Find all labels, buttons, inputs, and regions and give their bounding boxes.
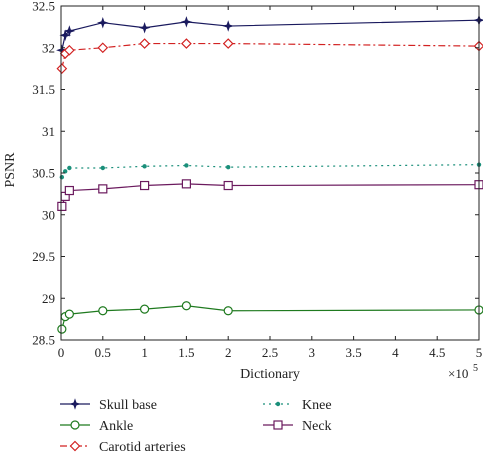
data-point <box>97 42 109 54</box>
legend-marker <box>275 401 281 407</box>
data-point <box>67 165 72 171</box>
data-point <box>56 63 68 74</box>
series-line <box>61 183 480 207</box>
data-point <box>139 38 150 49</box>
legend-label: Knee <box>302 398 332 413</box>
data-point <box>100 165 106 171</box>
data-point <box>57 201 67 211</box>
x-tick-label: 3.5 <box>345 345 361 360</box>
data-point <box>64 44 75 56</box>
y-tick-label: 29 <box>42 291 55 306</box>
legend-marker <box>69 398 81 410</box>
legend-label: Neck <box>302 419 332 434</box>
axes: 0 0.5 1 1.5 2 2.5 3 3.5 4 4.5 5 28.5 29 29.5 30 30.5 31 3… <box>32 0 482 360</box>
y-tick-label: 30.5 <box>32 166 55 181</box>
legend-marker <box>273 420 283 430</box>
data-point <box>223 306 233 316</box>
data-point <box>59 174 65 180</box>
data-point <box>223 180 233 191</box>
x-axis-multiplier: ×10 5 <box>448 363 478 381</box>
x-tick-label: 5 <box>476 345 483 360</box>
data-point <box>140 180 150 191</box>
legend-label: Carotid arteries <box>99 440 186 455</box>
legend-marker <box>70 420 80 430</box>
x-tick-label: 3 <box>309 345 316 360</box>
data-point <box>222 20 234 32</box>
series-ankle <box>57 301 483 334</box>
y-axis-label: PSNR <box>3 152 18 188</box>
data-point <box>140 304 150 314</box>
series-carotid-arteries <box>56 38 483 74</box>
x-tick-label: 0 <box>58 345 65 360</box>
y-tick-label: 30 <box>42 207 55 222</box>
data-point <box>180 16 193 28</box>
data-point <box>64 185 74 196</box>
data-point <box>63 25 76 37</box>
data-point <box>62 169 68 174</box>
series-line <box>61 42 480 69</box>
series-knee <box>59 162 482 180</box>
data-point <box>98 306 108 316</box>
plot-area <box>56 14 483 334</box>
data-point <box>181 179 191 189</box>
data-point <box>181 301 191 311</box>
data-point <box>57 324 67 334</box>
y-tick-label: 32 <box>42 40 55 55</box>
series-line <box>61 164 480 178</box>
x-multiplier-base: ×10 <box>448 366 468 381</box>
x-axis-label: Dictionary <box>240 367 300 382</box>
x-tick-label: 2.5 <box>262 345 278 360</box>
x-tick-label: 1.5 <box>178 345 194 360</box>
plot-frame <box>60 5 480 341</box>
series-neck <box>57 179 483 211</box>
legend-label: Skull base <box>99 398 157 413</box>
data-point <box>222 38 234 49</box>
legend-entry: Carotid arteries <box>60 440 186 455</box>
x-tick-label: 2 <box>225 345 232 360</box>
legend-marker <box>69 440 81 452</box>
legend-entry: Skull base <box>60 398 157 413</box>
series-line <box>61 305 480 330</box>
data-point <box>226 164 231 170</box>
x-tick-label: 4.5 <box>429 345 445 360</box>
data-point <box>181 38 192 49</box>
y-tick-label: 29.5 <box>32 249 55 264</box>
legend: Skull base Knee Ankle Neck Carotid arteries <box>60 398 332 455</box>
series-skull-base <box>56 14 483 57</box>
legend-entry: Ankle <box>60 419 133 434</box>
x-multiplier-exponent: 5 <box>473 363 478 374</box>
x-tick-label: 1 <box>141 345 148 360</box>
data-point <box>59 29 71 41</box>
data-point <box>98 184 108 194</box>
data-point <box>138 21 151 34</box>
legend-entry: Knee <box>263 398 332 413</box>
y-tick-label: 28.5 <box>32 333 55 348</box>
x-tick-label: 0.5 <box>95 345 111 360</box>
data-point <box>97 16 109 29</box>
legend-entry: Neck <box>263 419 332 434</box>
y-tick-label: 31 <box>42 124 55 139</box>
data-point <box>64 309 74 319</box>
x-tick-label: 4 <box>392 345 399 360</box>
y-tick-label: 31.5 <box>32 82 55 97</box>
y-tick-label: 32.5 <box>32 0 55 14</box>
data-point <box>184 163 189 168</box>
data-point <box>142 164 147 169</box>
legend-label: Ankle <box>99 419 133 434</box>
